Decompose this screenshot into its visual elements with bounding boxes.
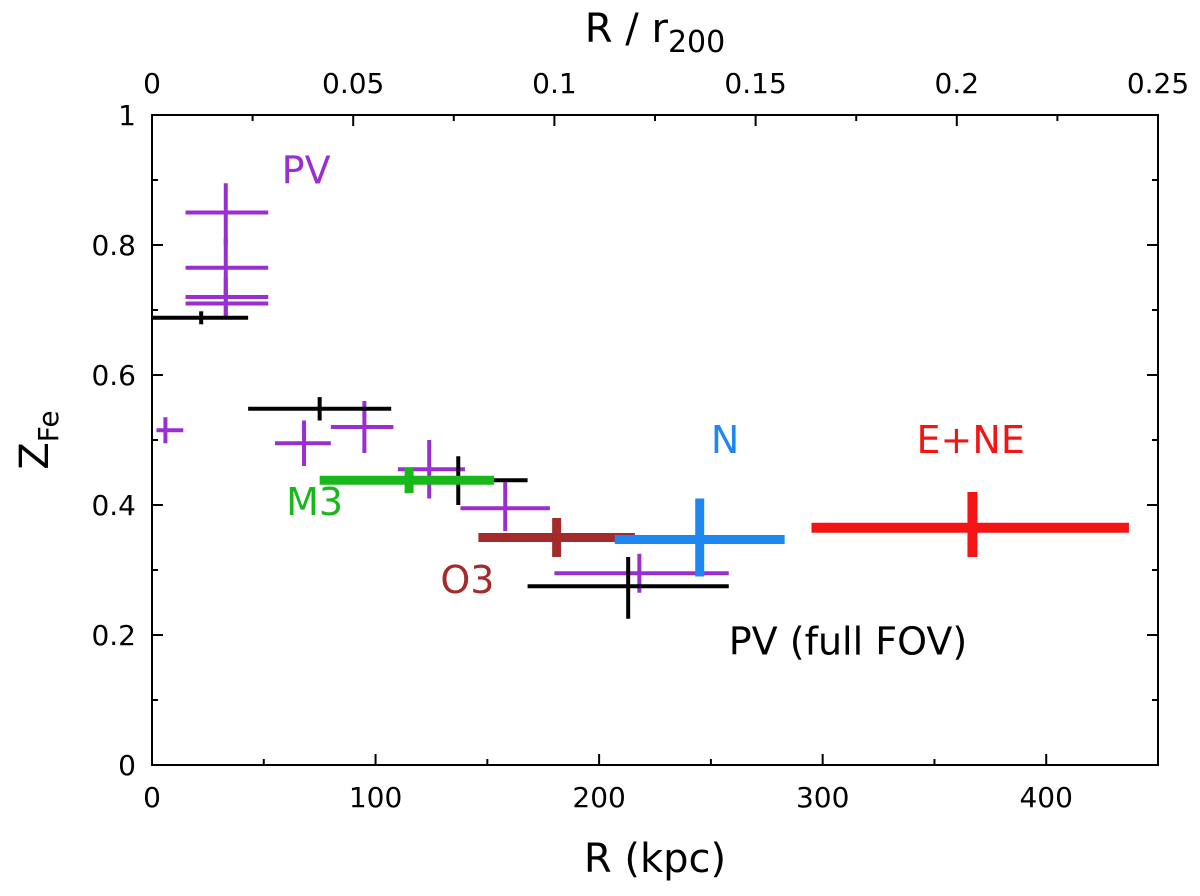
data-point xyxy=(152,311,249,325)
x2-tick-label: 0 xyxy=(143,67,161,100)
y-axis-title-sub: Fe xyxy=(32,410,65,442)
series-n xyxy=(614,498,785,577)
x-tick-label: 0 xyxy=(143,781,161,814)
y-axis-title: ZFe xyxy=(12,410,65,469)
x2-tick-label: 0.2 xyxy=(935,67,980,100)
annotation-label: E+NE xyxy=(917,418,1025,462)
x2-axis-title-main: R / r xyxy=(585,6,669,52)
x2-tick-label: 0.1 xyxy=(532,67,577,100)
y-tick-label: 0.6 xyxy=(91,359,136,392)
data-point xyxy=(460,482,550,531)
series-m3 xyxy=(319,467,495,494)
annotation-label: O3 xyxy=(440,558,494,602)
annotations: PV M3 O3 N E+NE PV (full FOV) xyxy=(282,148,1025,663)
x-tick-label: 100 xyxy=(349,781,402,814)
series-o3 xyxy=(478,518,635,557)
x-axis-title: R (kpc) xyxy=(584,836,726,882)
y-tick-label: 0.2 xyxy=(91,619,136,652)
series-pv xyxy=(156,183,729,593)
data-point xyxy=(811,492,1129,557)
annotation-label: M3 xyxy=(286,480,343,524)
data-point xyxy=(478,518,635,557)
x2-tick-label: 0.15 xyxy=(724,67,786,100)
series-e-ne xyxy=(811,492,1129,557)
y-axis-title-main: Z xyxy=(12,442,58,469)
x-tick-label: 400 xyxy=(1019,781,1072,814)
data-point xyxy=(185,183,269,245)
data-point xyxy=(185,290,269,317)
x2-axis-title: R / r200 xyxy=(585,6,725,60)
x2-tick-label: 0.25 xyxy=(1127,67,1189,100)
data-point xyxy=(248,397,392,421)
data-point xyxy=(319,467,495,494)
axis-ticks: 0 100 200 300 400 0 0.05 0.1 0.15 0.2 0.25 0 0.2 0.4 0… xyxy=(91,67,1189,814)
annotation-label: PV xyxy=(282,148,331,192)
annotation-label: N xyxy=(711,418,739,462)
y-tick-label: 1 xyxy=(118,99,136,132)
data-point xyxy=(614,498,785,577)
data-point xyxy=(156,417,184,444)
x2-axis-title-sub: 200 xyxy=(668,25,725,60)
x2-tick-label: 0.05 xyxy=(322,67,384,100)
y-tick-label: 0.4 xyxy=(91,489,136,522)
y-tick-label: 0 xyxy=(118,749,136,782)
x-tick-label: 200 xyxy=(572,781,625,814)
x-tick-label: 300 xyxy=(796,781,849,814)
data-point xyxy=(527,557,729,619)
annotation-label: PV (full FOV) xyxy=(729,620,967,664)
data-point xyxy=(274,420,331,466)
series-layer xyxy=(152,183,1129,619)
y-tick-label: 0.8 xyxy=(91,229,136,262)
